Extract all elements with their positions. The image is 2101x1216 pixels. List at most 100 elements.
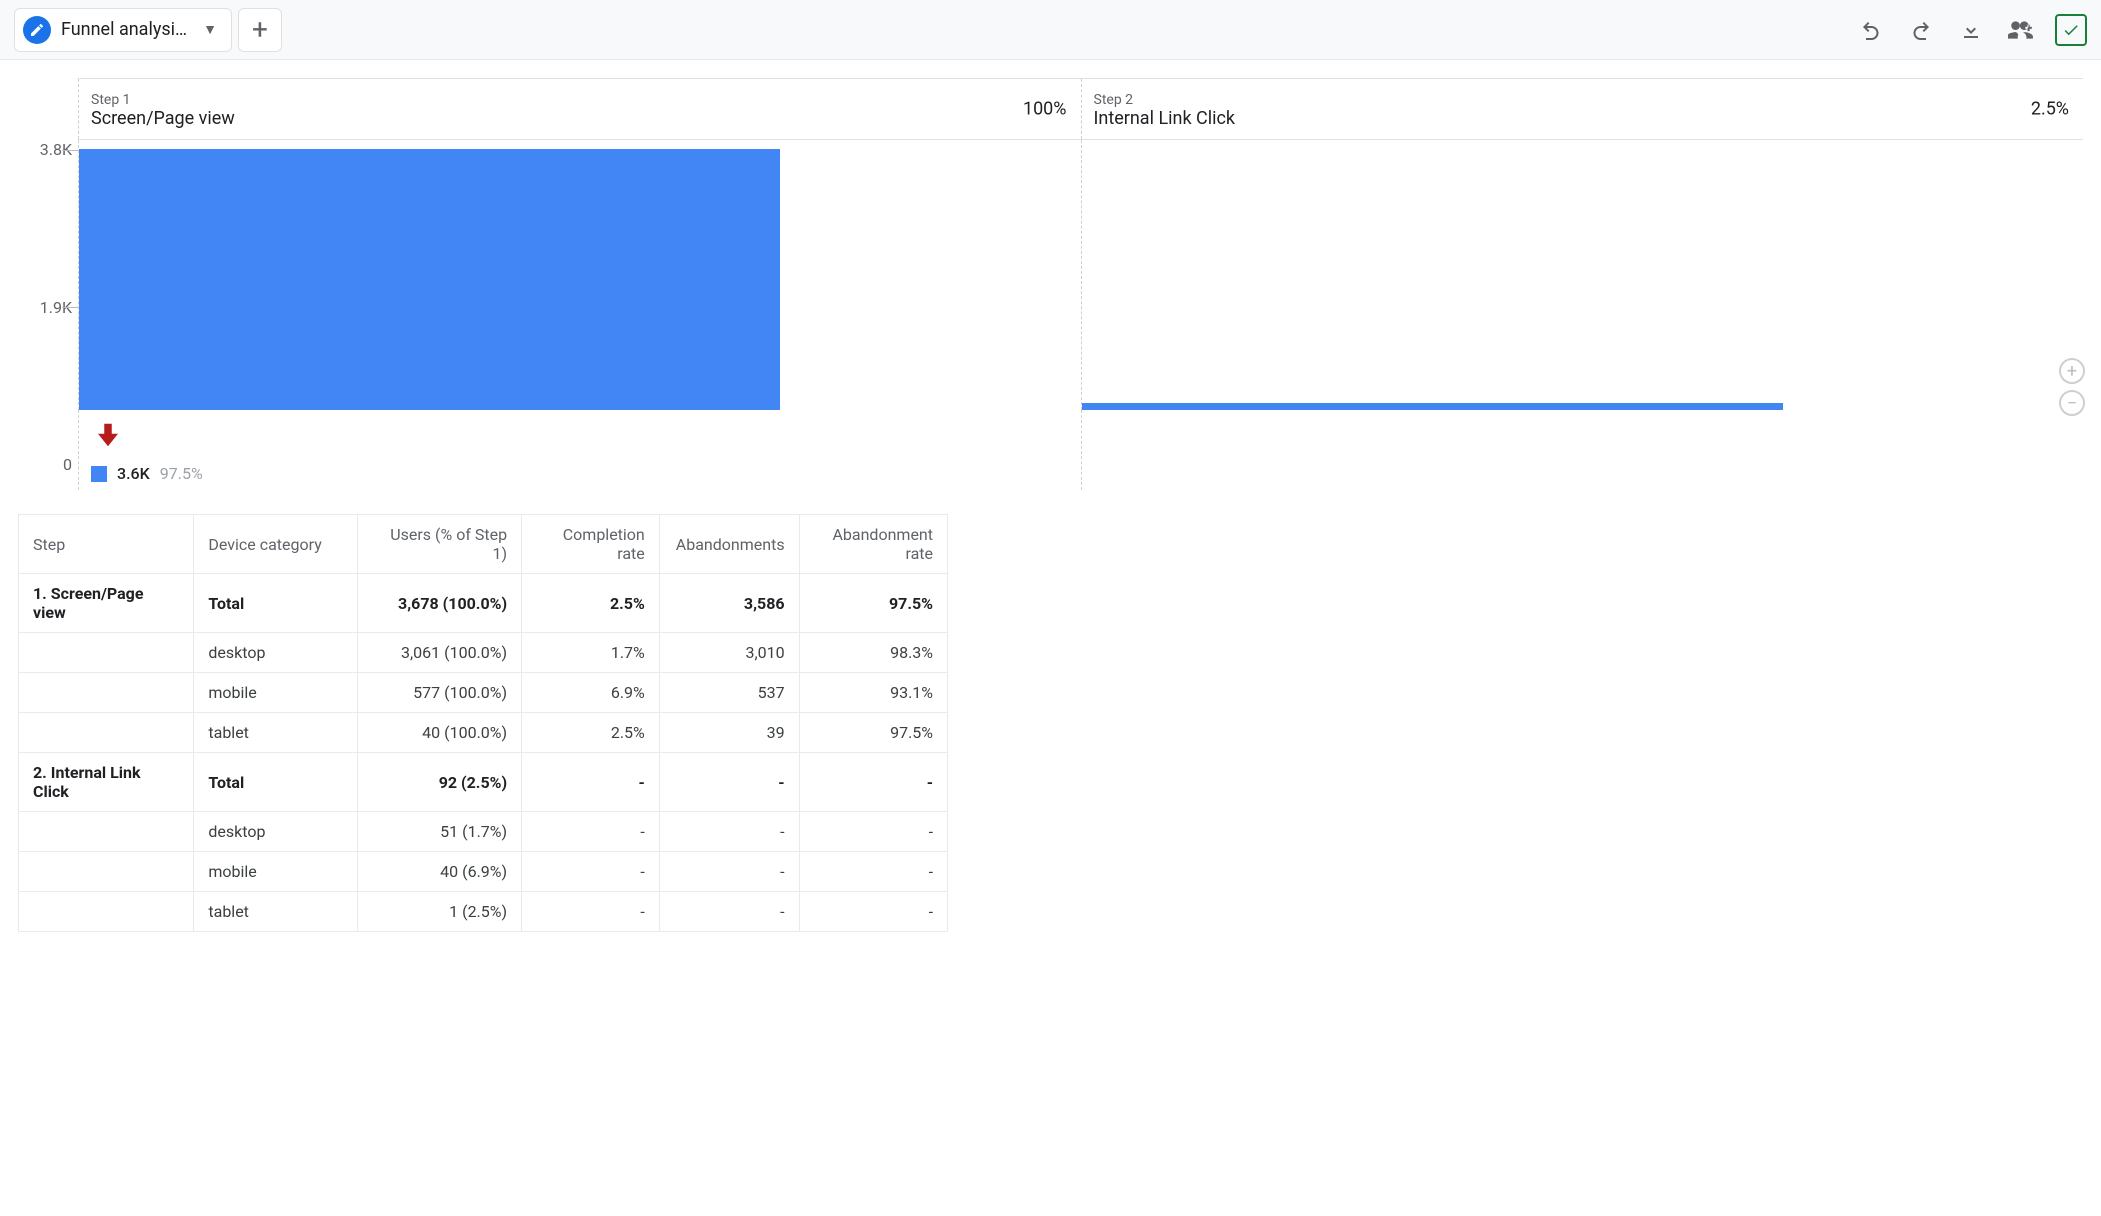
table-row[interactable]: mobile40 (6.9%)--- [19,852,948,892]
bar-cell [1081,140,2084,410]
funnel-bar[interactable] [79,149,780,410]
cell-aband: 3,586 [659,574,799,633]
cell-users: 1 (2.5%) [358,892,522,932]
cell-users: 51 (1.7%) [358,812,522,852]
table-row[interactable]: 1. Screen/Page viewTotal3,678 (100.0%)2.… [19,574,948,633]
y-axis: 3.8K 1.9K 0 [18,140,72,474]
step-header[interactable]: Step 2Internal Link Click2.5% [1081,79,2084,139]
cell-comp: 2.5% [522,574,660,633]
steps-header-row: Step 1Screen/Page view100%Step 2Internal… [78,78,2083,140]
cell-aband: 537 [659,673,799,713]
cell-aband: - [659,753,799,812]
cell-aband: 39 [659,713,799,753]
undo-icon[interactable] [1855,14,1887,46]
table-row[interactable]: mobile577 (100.0%)6.9%53793.1% [19,673,948,713]
cell-abrate: - [799,812,947,852]
step-percent: 100% [1023,99,1067,120]
cell-abrate: 98.3% [799,633,947,673]
cell-device: desktop [194,812,358,852]
cell-step: 2. Internal Link Click [19,753,194,812]
zoom-controls: + − [2059,358,2085,416]
cell-users: 3,061 (100.0%) [358,633,522,673]
cell-step [19,633,194,673]
cell-comp: - [522,852,660,892]
table-row[interactable]: desktop3,061 (100.0%)1.7%3,01098.3% [19,633,948,673]
funnel-bar[interactable] [1082,403,1783,410]
pencil-icon [23,16,51,44]
cell-aband: - [659,852,799,892]
cell-aband: - [659,892,799,932]
dropoff-percent: 97.5% [160,464,203,483]
cell-step [19,812,194,852]
column-header[interactable]: Users (% of Step 1) [358,515,522,574]
cell-device: tablet [194,892,358,932]
cell-step [19,852,194,892]
step-number: Step 1 [91,92,1069,108]
cell-abrate: 97.5% [799,574,947,633]
chevron-down-icon[interactable]: ▼ [203,21,217,38]
dropoff-strip: 3.6K 97.5% [78,410,2083,490]
cell-users: 40 (100.0%) [358,713,522,753]
cell-users: 3,678 (100.0%) [358,574,522,633]
share-icon[interactable] [2005,14,2037,46]
cell-users: 92 (2.5%) [358,753,522,812]
y-tick-min: 0 [63,455,72,474]
funnel-chart: 3.8K 1.9K 0 Step 1Screen/Page view100%St… [18,78,2083,514]
cell-device: mobile [194,673,358,713]
funnel-table: StepDevice categoryUsers (% of Step 1)Co… [18,514,948,932]
download-icon[interactable] [1955,14,1987,46]
bars-area: + − [78,140,2083,410]
toolbar-right [1855,14,2087,46]
insight-check-icon[interactable] [2055,14,2087,46]
step-header[interactable]: Step 1Screen/Page view100% [78,79,1081,139]
table-row[interactable]: tablet40 (100.0%)2.5%3997.5% [19,713,948,753]
column-header[interactable]: Abandonments [659,515,799,574]
canvas: 3.8K 1.9K 0 Step 1Screen/Page view100%St… [0,60,2101,514]
table-row[interactable]: tablet1 (2.5%)--- [19,892,948,932]
cell-device: Total [194,574,358,633]
column-header[interactable]: Step [19,515,194,574]
step-name: Internal Link Click [1094,108,2072,129]
cell-abrate: 97.5% [799,713,947,753]
cell-comp: - [522,753,660,812]
step-name: Screen/Page view [91,108,1069,129]
dropoff-count: 3.6K [117,464,150,483]
zoom-in-button[interactable]: + [2059,358,2085,384]
redo-icon[interactable] [1905,14,1937,46]
dropoff-cell [1081,410,2084,490]
cell-device: desktop [194,633,358,673]
cell-users: 577 (100.0%) [358,673,522,713]
cell-device: mobile [194,852,358,892]
dropoff-arrow-icon [93,420,1069,454]
cell-comp: - [522,812,660,852]
cell-step [19,892,194,932]
column-header[interactable]: Device category [194,515,358,574]
dropoff-cell: 3.6K 97.5% [78,410,1081,490]
top-bar: Funnel analysi… ▼ + [0,0,2101,60]
step-number: Step 2 [1094,92,2072,108]
add-tab-button[interactable]: + [238,8,282,52]
cell-aband: - [659,812,799,852]
cell-comp: 6.9% [522,673,660,713]
column-header[interactable]: Abandonment rate [799,515,947,574]
cell-aband: 3,010 [659,633,799,673]
cell-step [19,673,194,713]
cell-abrate: - [799,852,947,892]
tab-group: Funnel analysi… ▼ + [14,8,282,52]
cell-step [19,713,194,753]
column-header[interactable]: Completion rate [522,515,660,574]
tab-label: Funnel analysi… [61,19,187,40]
cell-device: tablet [194,713,358,753]
cell-comp: 2.5% [522,713,660,753]
cell-abrate: 93.1% [799,673,947,713]
cell-device: Total [194,753,358,812]
table-row[interactable]: desktop51 (1.7%)--- [19,812,948,852]
data-table-wrap: StepDevice categoryUsers (% of Step 1)Co… [0,514,2101,956]
analysis-tab[interactable]: Funnel analysi… ▼ [14,8,232,52]
cell-step: 1. Screen/Page view [19,574,194,633]
cell-abrate: - [799,753,947,812]
bar-cell [78,140,1081,410]
dropoff-legend: 3.6K 97.5% [91,464,1069,483]
step-percent: 2.5% [2031,99,2069,120]
table-row[interactable]: 2. Internal Link ClickTotal92 (2.5%)--- [19,753,948,812]
